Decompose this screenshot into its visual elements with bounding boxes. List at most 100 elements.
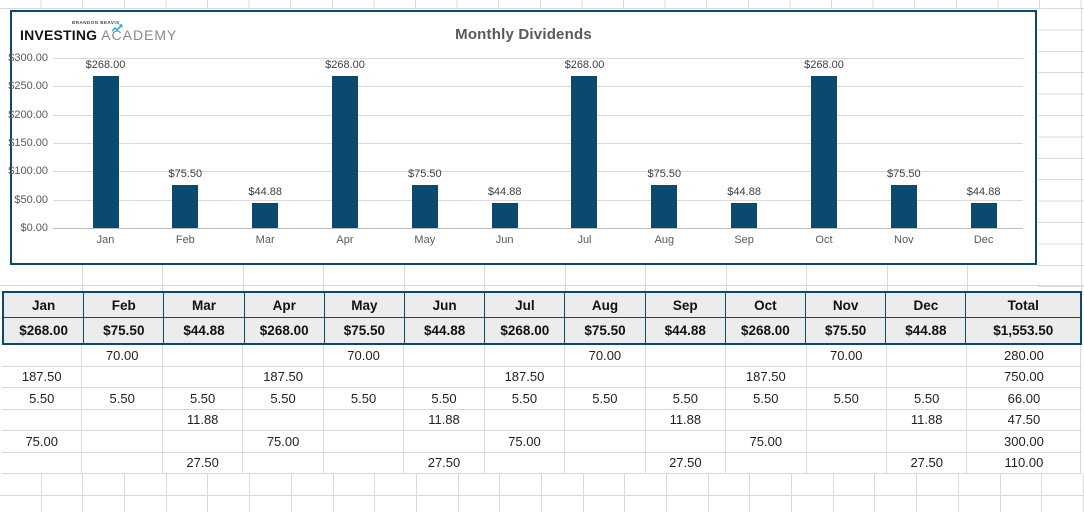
- detail-cell-r4-may[interactable]: [324, 409, 405, 430]
- summary-cell-mar[interactable]: $44.88: [164, 318, 245, 343]
- detail-cell-r4-aug[interactable]: [565, 409, 646, 430]
- detail-cell-r2-jul[interactable]: 187.50: [485, 366, 566, 387]
- header-cell-mar[interactable]: Mar: [164, 293, 245, 317]
- empty-sheet-cell[interactable]: [917, 474, 959, 495]
- detail-cell-r5-apr[interactable]: 75.00: [243, 431, 324, 452]
- detail-cell-r6-apr[interactable]: [243, 452, 324, 473]
- dividend-bar-apr[interactable]: [331, 76, 358, 228]
- detail-cell-r6-jul[interactable]: [485, 452, 566, 473]
- detail-cell-r4-jun[interactable]: 11.88: [404, 409, 485, 430]
- monthly-dividends-chart[interactable]: BRANDON BEAVIS INVESTING ACADEMY Monthly…: [8, 10, 1037, 265]
- detail-cell-r1-nov[interactable]: 70.00: [807, 345, 887, 366]
- detail-cell-r3-jul[interactable]: 5.50: [485, 388, 566, 409]
- empty-sheet-cell[interactable]: [334, 495, 376, 512]
- dividend-bar-jun[interactable]: [491, 202, 518, 228]
- empty-sheet-cell[interactable]: [625, 495, 667, 512]
- detail-cell-r6-jun[interactable]: 27.50: [404, 452, 485, 473]
- detail-cell-r6-total[interactable]: 110.00: [967, 452, 1082, 473]
- header-cell-jul[interactable]: Jul: [485, 293, 566, 317]
- empty-sheet-cell[interactable]: [500, 474, 542, 495]
- detail-cell-r1-jan[interactable]: [2, 345, 83, 366]
- empty-sheet-cell[interactable]: [167, 495, 209, 512]
- detail-cell-r2-aug[interactable]: [565, 366, 646, 387]
- empty-sheet-cell[interactable]: [1042, 474, 1084, 495]
- detail-cell-r1-may[interactable]: 70.00: [324, 345, 405, 366]
- dividend-bar-feb[interactable]: [172, 185, 199, 228]
- detail-cell-r2-apr[interactable]: 187.50: [243, 366, 324, 387]
- detail-cell-r6-nov[interactable]: [807, 452, 887, 473]
- empty-sheet-cell[interactable]: [167, 474, 209, 495]
- detail-cell-r1-sep[interactable]: [646, 345, 727, 366]
- header-cell-jan[interactable]: Jan: [4, 293, 85, 317]
- header-cell-oct[interactable]: Oct: [726, 293, 807, 317]
- detail-cell-r5-jul[interactable]: 75.00: [485, 431, 566, 452]
- detail-cell-r6-mar[interactable]: 27.50: [163, 452, 244, 473]
- summary-cell-apr[interactable]: $268.00: [245, 318, 325, 343]
- detail-cell-r4-nov[interactable]: [807, 409, 887, 430]
- detail-cell-r6-aug[interactable]: [565, 452, 646, 473]
- empty-sheet-cell[interactable]: [1001, 495, 1043, 512]
- detail-cell-r2-feb[interactable]: [82, 366, 163, 387]
- detail-cell-r5-total[interactable]: 300.00: [967, 431, 1082, 452]
- summary-cell-jun[interactable]: $44.88: [405, 318, 486, 343]
- summary-cell-sep[interactable]: $44.88: [646, 318, 726, 343]
- detail-cell-r4-sep[interactable]: 11.88: [646, 409, 727, 430]
- detail-cell-r1-total[interactable]: 280.00: [967, 345, 1082, 366]
- summary-cell-jul[interactable]: $268.00: [485, 318, 566, 343]
- empty-sheet-cell[interactable]: [417, 474, 459, 495]
- dividend-bar-nov[interactable]: [890, 185, 917, 228]
- empty-sheet-cell[interactable]: [875, 495, 918, 512]
- empty-sheet-cell[interactable]: [1042, 495, 1084, 512]
- detail-cell-r3-mar[interactable]: 5.50: [163, 388, 244, 409]
- empty-sheet-cell[interactable]: [417, 495, 459, 512]
- empty-sheet-cell[interactable]: [584, 474, 626, 495]
- detail-cell-r2-oct[interactable]: 187.50: [726, 366, 807, 387]
- detail-cell-r4-oct[interactable]: [726, 409, 807, 430]
- detail-cell-r1-feb[interactable]: 70.00: [82, 345, 163, 366]
- empty-sheet-cell[interactable]: [792, 474, 834, 495]
- empty-sheet-cell[interactable]: [959, 474, 1001, 495]
- dividend-bar-aug[interactable]: [651, 185, 678, 228]
- empty-sheet-cell[interactable]: [334, 474, 376, 495]
- detail-cell-r5-dec[interactable]: [887, 431, 968, 452]
- detail-cell-r1-jun[interactable]: [404, 345, 485, 366]
- detail-cell-r2-total[interactable]: 750.00: [967, 366, 1082, 387]
- detail-cell-r6-jan[interactable]: [2, 452, 83, 473]
- detail-cell-r3-dec[interactable]: 5.50: [887, 388, 968, 409]
- dividend-bar-sep[interactable]: [731, 202, 758, 228]
- header-cell-dec[interactable]: Dec: [886, 293, 967, 317]
- empty-sheet-cell[interactable]: [208, 474, 251, 495]
- empty-sheet-cell[interactable]: [750, 495, 793, 512]
- header-cell-apr[interactable]: Apr: [245, 293, 325, 317]
- summary-cell-jan[interactable]: $268.00: [4, 318, 85, 343]
- empty-sheet-cell[interactable]: [834, 495, 876, 512]
- header-cell-total[interactable]: Total: [1007, 297, 1039, 313]
- detail-cell-r5-aug[interactable]: [565, 431, 646, 452]
- detail-cell-r4-feb[interactable]: [82, 409, 163, 430]
- detail-cell-r2-jan[interactable]: 187.50: [2, 366, 83, 387]
- dividend-bar-oct[interactable]: [810, 76, 837, 228]
- detail-cell-r4-dec[interactable]: 11.88: [887, 409, 968, 430]
- empty-sheet-cell[interactable]: [875, 474, 918, 495]
- summary-cell-feb[interactable]: $75.50: [84, 318, 165, 343]
- empty-sheet-cell[interactable]: [625, 474, 667, 495]
- empty-sheet-cell[interactable]: [834, 474, 876, 495]
- detail-cell-r2-dec[interactable]: [887, 366, 968, 387]
- detail-cell-r4-mar[interactable]: 11.88: [163, 409, 244, 430]
- detail-cell-r6-dec[interactable]: 27.50: [887, 452, 968, 473]
- detail-cell-r5-mar[interactable]: [163, 431, 244, 452]
- header-cell-sep[interactable]: Sep: [646, 293, 726, 317]
- detail-cell-r2-sep[interactable]: [646, 366, 727, 387]
- summary-cell-aug[interactable]: $75.50: [565, 318, 646, 343]
- detail-cell-r1-oct[interactable]: [726, 345, 807, 366]
- detail-cell-r4-apr[interactable]: [243, 409, 324, 430]
- detail-cell-r5-sep[interactable]: [646, 431, 727, 452]
- empty-sheet-cell[interactable]: [292, 474, 334, 495]
- detail-cell-r5-nov[interactable]: [807, 431, 887, 452]
- detail-cell-r3-jan[interactable]: 5.50: [2, 388, 83, 409]
- empty-sheet-cell[interactable]: [584, 495, 626, 512]
- dividend-bar-jan[interactable]: [92, 76, 119, 228]
- detail-cell-r5-jan[interactable]: 75.00: [2, 431, 83, 452]
- detail-cell-r1-jul[interactable]: [485, 345, 566, 366]
- detail-cell-r1-mar[interactable]: [163, 345, 244, 366]
